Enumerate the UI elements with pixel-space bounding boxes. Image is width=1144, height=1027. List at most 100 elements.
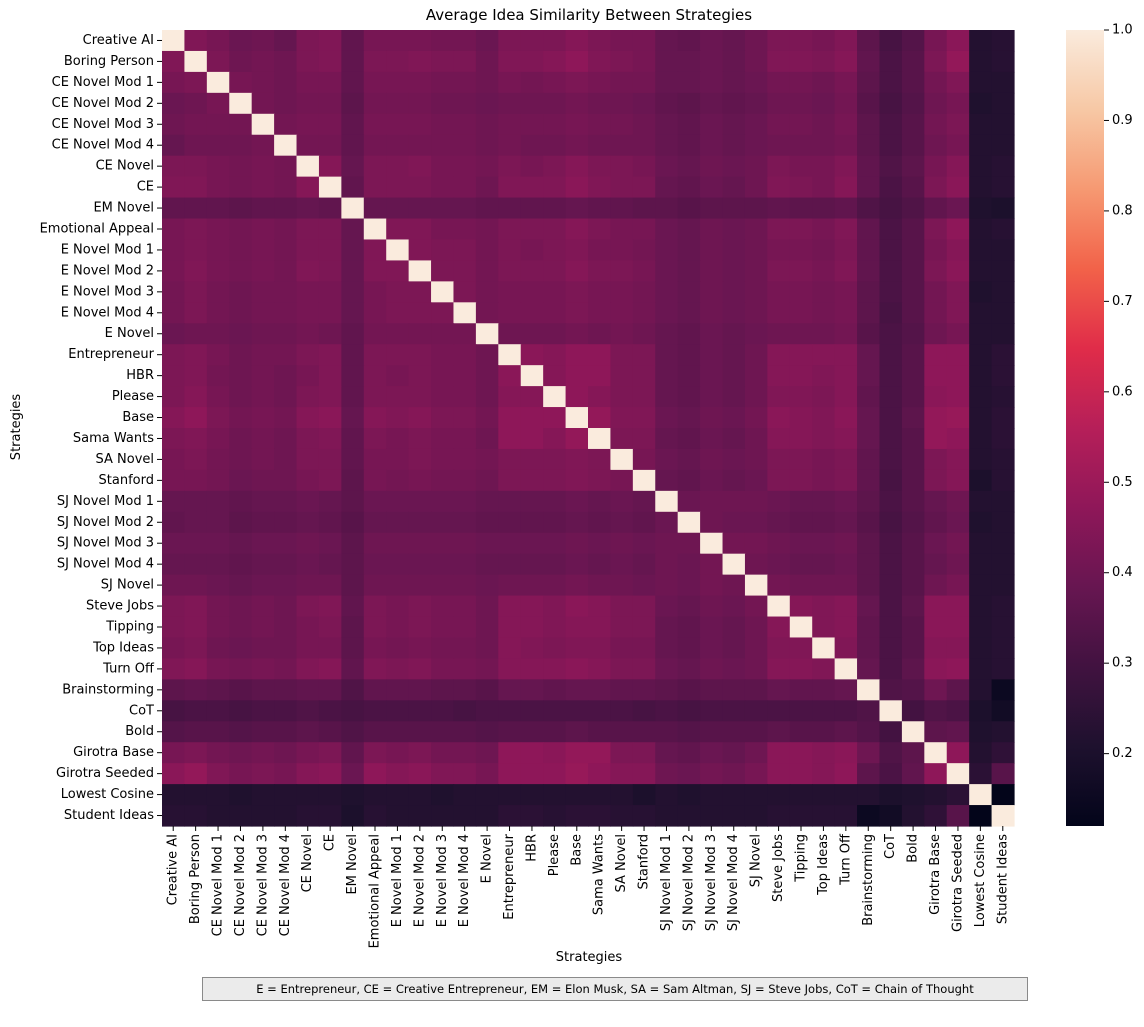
x-tick-label: Brainstorming: [861, 834, 876, 926]
heatmap-cell: [162, 155, 186, 178]
heatmap-cell: [229, 30, 253, 52]
heatmap-cell: [655, 386, 679, 408]
heatmap-cell: [677, 763, 701, 785]
heatmap-cell: [318, 134, 342, 157]
heatmap-cell: [363, 574, 387, 597]
heatmap-cell: [206, 197, 230, 220]
y-tick-label: Creative AI: [83, 33, 154, 48]
heatmap-cell: [206, 239, 230, 262]
heatmap-cell: [879, 805, 903, 827]
heatmap-cell: [879, 176, 903, 199]
heatmap-cell: [229, 281, 253, 303]
heatmap-cell: [655, 511, 679, 534]
heatmap-cell: [924, 134, 948, 157]
heatmap-cell: [834, 302, 858, 324]
heatmap-cell: [296, 407, 320, 429]
heatmap-cell: [588, 30, 612, 52]
colorbar-tick-label: 0.2: [1112, 746, 1133, 761]
heatmap-cell: [318, 323, 342, 345]
heatmap-cell: [408, 344, 432, 366]
heatmap-cell: [857, 658, 881, 680]
heatmap-cell: [812, 71, 836, 94]
heatmap-cell: [229, 197, 253, 220]
heatmap-cell: [341, 260, 365, 282]
heatmap-cell: [251, 763, 275, 785]
heatmap-cell: [969, 742, 993, 764]
heatmap-cell: [408, 365, 432, 387]
heatmap-cell: [296, 658, 320, 680]
heatmap-cell: [318, 616, 342, 639]
y-tick-label: Tipping: [105, 620, 154, 635]
heatmap-cell: [206, 721, 230, 743]
heatmap-cell: [453, 386, 477, 408]
heatmap-cell: [767, 176, 791, 199]
heatmap-cell: [588, 260, 612, 282]
heatmap-cell: [431, 197, 455, 220]
heatmap-cell: [341, 469, 365, 492]
heatmap-cell: [251, 323, 275, 345]
heatmap-cell: [543, 595, 567, 618]
heatmap-cell: [520, 763, 544, 785]
heatmap-cell: [991, 134, 1015, 157]
heatmap-cell: [453, 532, 477, 555]
heatmap-cell: [318, 448, 342, 471]
x-tick-label: Bold: [906, 834, 921, 863]
heatmap-cell: [744, 155, 768, 178]
x-tick-label: SJ Novel Mod 1: [659, 834, 674, 931]
heatmap-cell: [991, 239, 1015, 262]
heatmap-cell: [991, 92, 1015, 115]
heatmap-cell: [901, 616, 925, 639]
heatmap-cell: [162, 679, 186, 701]
heatmap-cell: [946, 176, 970, 199]
heatmap-cell: [924, 197, 948, 220]
heatmap-cell: [700, 658, 724, 680]
heatmap-cell: [386, 71, 410, 94]
heatmap-cell: [924, 805, 948, 827]
heatmap-cell: [475, 281, 499, 303]
y-tick-label: E Novel Mod 3: [61, 284, 154, 299]
heatmap-cell: [924, 71, 948, 94]
heatmap-cell: [722, 469, 746, 492]
heatmap-cell: [610, 428, 634, 450]
heatmap-cell: [655, 407, 679, 429]
heatmap-cell: [834, 92, 858, 115]
heatmap-cell: [901, 574, 925, 597]
heatmap-cell: [296, 490, 320, 513]
heatmap-cell: [520, 448, 544, 471]
heatmap-cell: [475, 155, 499, 178]
heatmap-cell: [946, 763, 970, 785]
heatmap-cell: [296, 448, 320, 471]
heatmap-cell: [744, 679, 768, 701]
heatmap-cell: [969, 428, 993, 450]
heatmap-cell: [991, 574, 1015, 597]
heatmap-cell: [924, 532, 948, 555]
x-axis-label: Strategies: [556, 950, 623, 965]
heatmap-cell: [520, 50, 544, 73]
heatmap-cell: [296, 344, 320, 366]
heatmap-cell: [184, 155, 208, 178]
heatmap-cell: [318, 595, 342, 618]
heatmap-cell: [767, 302, 791, 324]
heatmap-cell: [318, 407, 342, 429]
heatmap-cell: [543, 742, 567, 764]
heatmap-cell: [789, 239, 813, 262]
heatmap-cell: [274, 218, 298, 241]
heatmap-cell: [363, 637, 387, 660]
heatmap-cell: [991, 71, 1015, 94]
heatmap-cell: [834, 197, 858, 220]
heatmap-cell: [229, 742, 253, 764]
heatmap-cell: [498, 281, 522, 303]
heatmap-cell: [206, 71, 230, 94]
y-tick-label: Student Ideas: [64, 808, 154, 823]
heatmap-cell: [363, 658, 387, 680]
heatmap-cell: [946, 428, 970, 450]
heatmap-cell: [453, 50, 477, 73]
heatmap-cell: [722, 176, 746, 199]
heatmap-cell: [274, 511, 298, 534]
heatmap-cell: [901, 113, 925, 136]
heatmap-cell: [363, 302, 387, 324]
heatmap-cell: [655, 281, 679, 303]
heatmap-cell: [744, 700, 768, 722]
heatmap-cell: [744, 302, 768, 324]
heatmap-cell: [588, 574, 612, 597]
